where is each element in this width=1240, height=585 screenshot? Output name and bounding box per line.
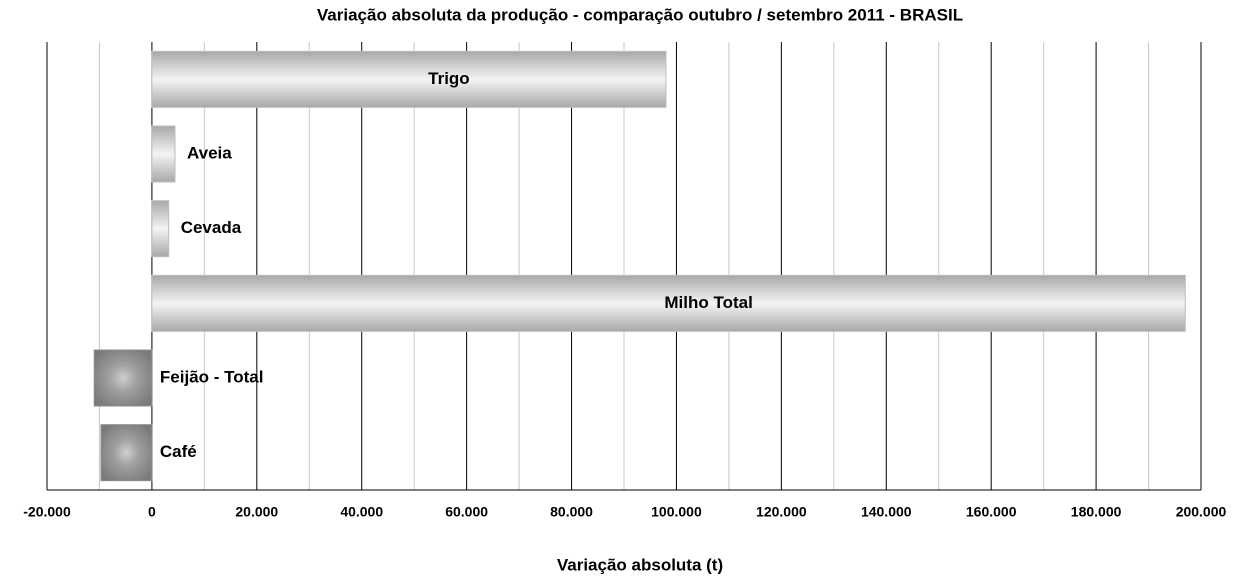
- x-tick-label: 200.000: [1176, 504, 1227, 520]
- x-tick-label: 120.000: [756, 504, 807, 520]
- bar: [93, 349, 153, 407]
- x-tick-label: 180.000: [1071, 504, 1122, 520]
- bar-label: Café: [160, 442, 197, 461]
- x-tick-label: 20.000: [235, 504, 278, 520]
- bar: [100, 424, 153, 482]
- bar-label: Feijão - Total: [160, 367, 264, 386]
- bar: [151, 50, 667, 108]
- bar: [151, 200, 170, 258]
- x-tick-label: 160.000: [966, 504, 1017, 520]
- x-tick-label: 60.000: [445, 504, 488, 520]
- x-tick-label: -20.000: [23, 504, 71, 520]
- x-tick-label: 100.000: [651, 504, 702, 520]
- x-tick-label: 40.000: [340, 504, 383, 520]
- bar-label: Aveia: [187, 143, 232, 162]
- chart-title: Variação absoluta da produção - comparaç…: [317, 5, 963, 24]
- x-tick-label: 140.000: [861, 504, 912, 520]
- bar: [151, 274, 1186, 332]
- x-tick-label: 0: [148, 504, 156, 520]
- x-axis-label: Variação absoluta (t): [557, 555, 723, 574]
- bar: [151, 125, 176, 183]
- bar-label: Milho Total: [664, 293, 752, 312]
- x-tick-label: 80.000: [550, 504, 593, 520]
- bar-label: Trigo: [428, 69, 470, 88]
- bar-label: Cevada: [181, 218, 242, 237]
